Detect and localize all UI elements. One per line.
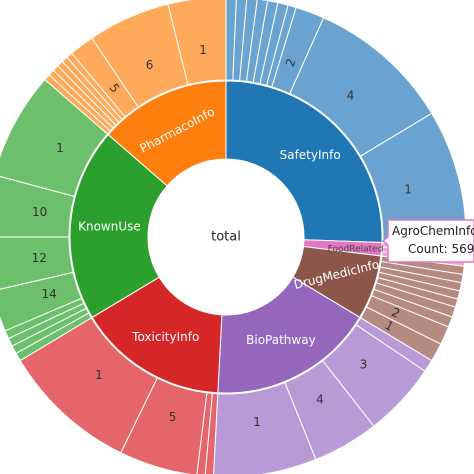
tooltip-box [381,219,474,263]
outer-segment-pharmacoinfo-8[interactable] [167,0,227,86]
inner-label-safetyinfo: SafetyInfo [280,148,341,162]
outer-label-knownuse-6: 10 [32,205,47,219]
outer-label-safetyinfo-8: 4 [347,89,355,103]
outer-label-knownuse-5: 12 [32,251,47,265]
center-hole[interactable] [148,159,304,315]
outer-label-pharmacoinfo-7: 6 [146,58,154,72]
outer-label-biopathway-3: 1 [253,415,261,429]
inner-label-foodrelated: FoodRelated [328,244,384,254]
outer-label-safetyinfo-9: 1 [404,182,412,196]
outer-label-knownuse-4: 14 [41,287,56,301]
outer-segment-biopathway-3[interactable] [213,381,317,474]
outer-label-biopathway-1: 3 [360,358,368,372]
inner-ring [69,80,383,394]
inner-label-toxicityinfo: ToxicityInfo [131,330,199,344]
tooltip-label: AgroChemInfo [392,224,474,238]
outer-label-knownuse-7: 1 [56,141,64,155]
outer-label-toxicityinfo-3: 1 [95,368,103,382]
tooltip-count: Count: 569 [408,242,474,256]
outer-label-pharmacoinfo-8: 1 [199,43,207,57]
hover-tooltip: AgroChemInfo Count: 569 [381,219,474,263]
inner-label-biopathway: BioPathway [246,333,316,347]
outer-label-biopathway-2: 4 [316,392,324,406]
outer-label-toxicityinfo-2: 5 [169,410,177,424]
inner-label-knownuse: KnownUse [78,219,141,233]
center-label: total [211,230,241,245]
